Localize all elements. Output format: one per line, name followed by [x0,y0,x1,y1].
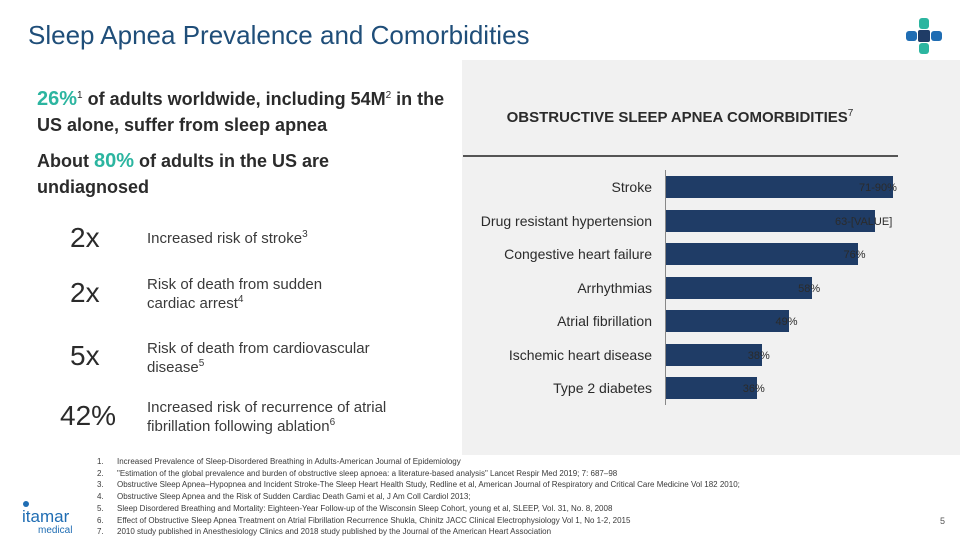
category-label: Ischemic heart disease [508,346,652,363]
page-number: 5 [940,516,946,526]
category-label: Congestive heart failure [504,246,652,262]
undiagnosed-highlight: 80% [93,150,135,172]
category-label: Drug resistant hypertension [480,212,652,229]
data-label: 63-[VALUE] [835,215,893,228]
reference-item: 7. 2010 study published in Anesthesiology… [97,527,552,537]
category-label: Arrhythmias [577,279,652,296]
bar [666,310,790,332]
svg-text:itamar: itamar [22,507,70,526]
prevalence-highlight: 26% [37,88,78,110]
data-label: 38% [747,349,770,362]
stat-text: Increased risk of recurrence of atrial f… [147,399,387,435]
stat-text: Increased risk of stroke3 [147,229,308,248]
bar [666,343,762,366]
category-label: Type 2 diabetes [553,380,652,396]
chart-axis [665,170,666,405]
bar [666,176,893,198]
itamar-medical-logo: itamar medical [22,501,72,536]
bar [666,276,813,299]
stat-number: 42% [60,400,117,431]
category-label: Stroke [611,179,652,195]
page-title: Sleep Apnea Prevalence and Comorbidities [28,20,530,50]
reference-item: 6. Effect of Obstructive Sleep Apnea Trea… [97,515,631,525]
bar [666,209,876,232]
stat-text: Risk of death from cardiovascular diseas… [147,340,370,376]
stat-text: Risk of death from sudden cardiac arrest… [147,276,323,312]
data-label: 71-90% [859,182,897,194]
data-label: 58% [798,282,821,295]
category-label: Atrial fibrillation [557,313,652,329]
stat-number: 5x [70,340,100,371]
data-label: 76% [843,249,866,261]
panel-title: OBSTRUCTIVE SLEEP APNEA COMORBIDITIES7 [506,108,854,127]
prevalence-statement: 26%1 of adults worldwide, including 54M2… [37,88,445,135]
reference-item: 1. Increased Prevalence of Sleep-Disorder… [97,457,461,466]
reference-item: 3. Obstructive Sleep Apnea–Hypopnea and I… [97,480,740,490]
data-label: 36% [742,383,765,395]
stat-number: 2x [70,277,100,308]
references-list: 1. Increased Prevalence of Sleep-Disorder… [97,456,740,538]
svg-text:medical: medical [38,525,72,536]
medical-cross-icon [906,18,942,54]
undiagnosed-statement: About 80% of adults in the US are undiag… [37,150,330,197]
reference-item: 5. Sleep Disordered Breathing and Mortali… [97,503,613,513]
panel-divider [463,155,898,157]
stat-number: 2x [70,222,100,253]
bar [666,243,858,265]
reference-item: 4. Obstructive Sleep Apnea and the Risk o… [97,492,471,502]
bar [666,377,757,399]
reference-item: 2. "Estimation of the global prevalence a… [97,468,618,478]
data-label: 49% [775,316,798,328]
